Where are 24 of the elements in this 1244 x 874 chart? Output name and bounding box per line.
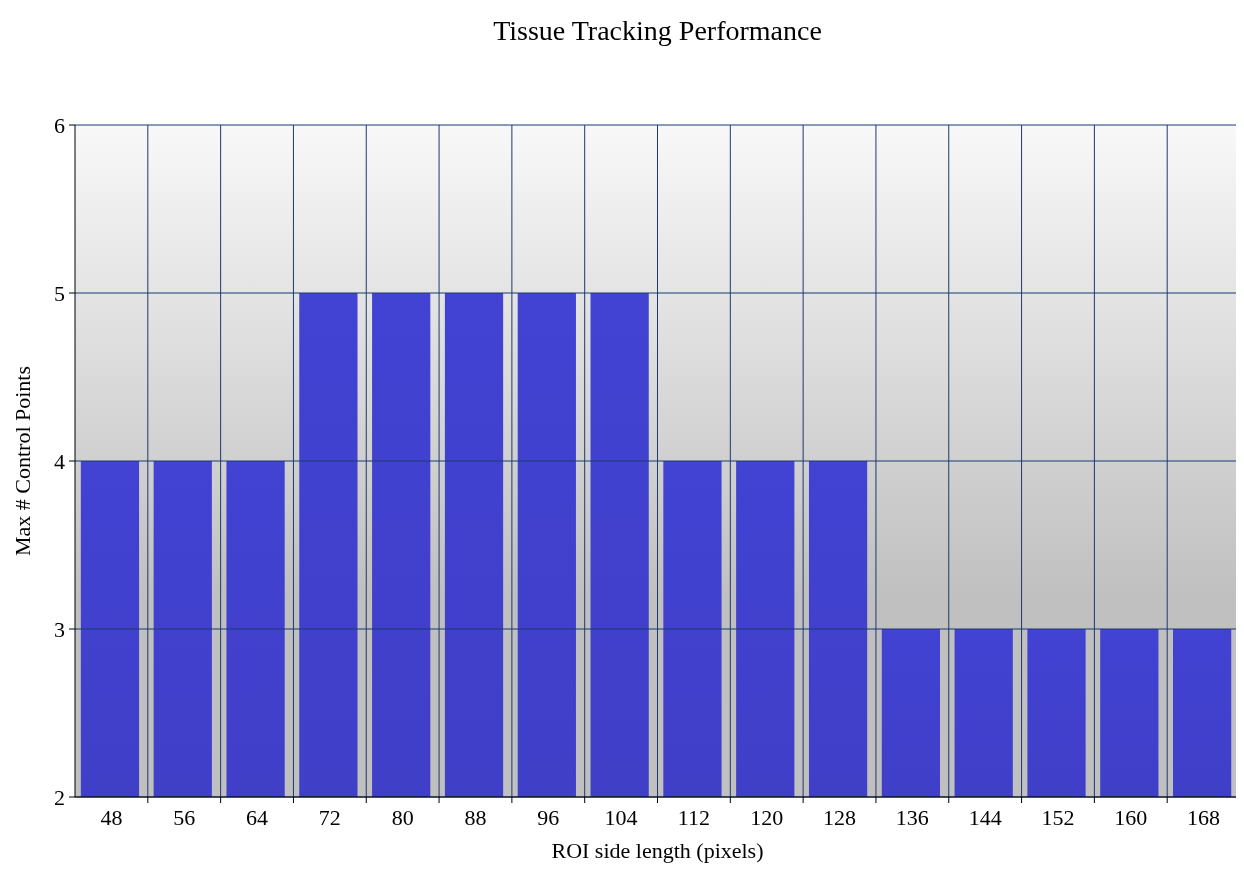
x-axis-title: ROI side length (pixels) <box>551 838 764 863</box>
y-tick-label: 4 <box>54 448 65 474</box>
y-tick-label: 6 <box>54 112 65 138</box>
y-tick-label: 2 <box>54 784 65 810</box>
x-tick-label: 120 <box>750 805 784 830</box>
x-tick-label: 56 <box>173 805 196 830</box>
x-tick-label: 160 <box>1114 805 1148 830</box>
x-tick-label: 128 <box>823 805 857 830</box>
x-tick-label: 144 <box>968 805 1002 830</box>
x-tick-label: 72 <box>318 805 341 830</box>
chart-title: Tissue Tracking Performance <box>493 14 822 46</box>
x-tick-label: 104 <box>604 805 638 830</box>
x-tick-label: 80 <box>391 805 414 830</box>
x-tick-label: 48 <box>100 805 123 830</box>
x-tick-label: 96 <box>537 805 560 830</box>
y-tick-label: 5 <box>54 280 65 306</box>
y-tick-label: 3 <box>54 616 65 642</box>
x-tick-label: 88 <box>464 805 487 830</box>
x-tick-label: 152 <box>1041 805 1075 830</box>
x-tick-label: 136 <box>895 805 929 830</box>
x-tick-label: 168 <box>1187 805 1221 830</box>
x-tick-label: 64 <box>246 805 269 830</box>
x-tick-label: 112 <box>677 805 710 830</box>
y-axis-title: Max # Control Points <box>10 365 35 557</box>
